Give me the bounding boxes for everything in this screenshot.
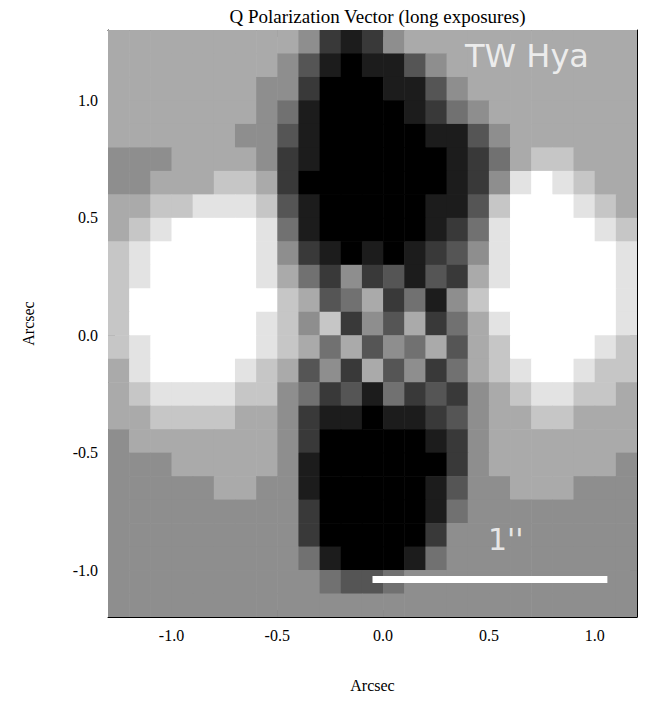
svg-text:0.5: 0.5 (78, 209, 98, 226)
svg-text:Arcsec: Arcsec (20, 301, 37, 345)
svg-text:-0.5: -0.5 (265, 627, 290, 644)
svg-text:TW Hya: TW Hya (464, 37, 589, 75)
svg-text:1.0: 1.0 (585, 627, 605, 644)
svg-text:Arcsec: Arcsec (350, 677, 394, 694)
svg-text:-0.5: -0.5 (73, 444, 98, 461)
svg-text:0.0: 0.0 (78, 327, 98, 344)
svg-text:-1.0: -1.0 (159, 627, 184, 644)
svg-text:1.0: 1.0 (78, 92, 98, 109)
svg-text:-1.0: -1.0 (73, 562, 98, 579)
svg-text:0.0: 0.0 (373, 627, 393, 644)
svg-text:1'': 1'' (488, 522, 524, 557)
svg-text:Q Polarization Vector (long ex: Q Polarization Vector (long exposures) (229, 6, 525, 28)
svg-text:0.5: 0.5 (479, 627, 499, 644)
